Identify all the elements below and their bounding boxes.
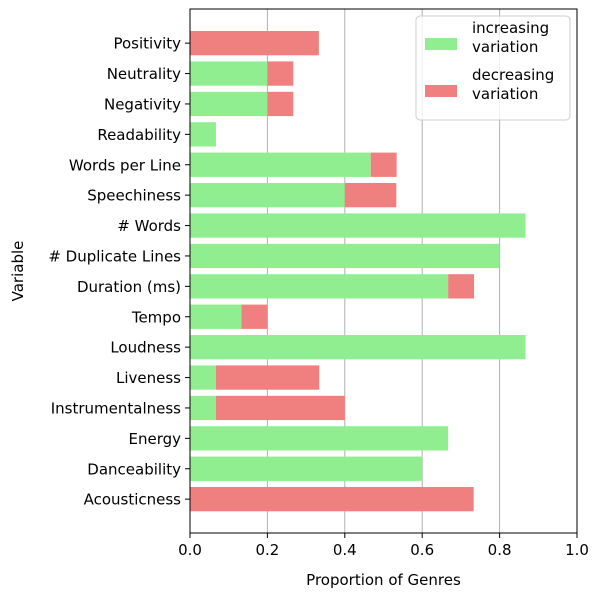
increasing-bar-readability <box>190 122 216 147</box>
legend-label: increasing variation <box>472 19 549 56</box>
legend-label: decreasing variation <box>472 66 554 103</box>
y-tick-label: Speechiness <box>87 187 181 205</box>
y-axis-title: Variable <box>9 241 27 302</box>
increasing-bar-energy <box>190 426 449 451</box>
y-tick-label: Tempo <box>131 308 181 326</box>
decreasing-bar-neutrality <box>267 61 294 86</box>
x-tick-label: 0.0 <box>178 541 202 559</box>
increasing-bar-neutrality <box>190 61 268 86</box>
y-tick-label: Acousticness <box>84 491 182 509</box>
y-tick-label: Energy <box>128 430 181 448</box>
decreasing-bar-duration-ms <box>448 274 475 299</box>
legend: increasing variation decreasing variation <box>415 15 571 121</box>
decreasing-bar-instrumentalness <box>215 395 345 421</box>
decreasing-bar-tempo <box>241 304 268 329</box>
decreasing-bar-positivity <box>190 31 319 56</box>
increasing-bar-instrumentalness <box>190 395 216 421</box>
bars <box>190 31 526 512</box>
y-tick-label: Instrumentalness <box>51 399 181 417</box>
y-tick-label: Duration (ms) <box>77 278 181 296</box>
decreasing-bar-speechiness <box>344 183 397 208</box>
increasing-bar-speechiness <box>190 183 345 208</box>
y-tick-label: Neutrality <box>107 65 181 83</box>
y-tick-label: Readability <box>97 126 181 144</box>
decreasing-bar-liveness <box>215 365 320 390</box>
increasing-bar-words-per-line <box>190 152 371 177</box>
increasing-bar-loudness <box>190 335 526 360</box>
increasing-bar-negativity <box>190 91 268 117</box>
y-tick-label: Liveness <box>116 369 181 387</box>
x-tick-label: 0.4 <box>333 541 357 559</box>
y-tick-label: Danceability <box>87 460 181 478</box>
x-tick-label: 0.6 <box>410 541 434 559</box>
increasing-bar-duplicate-lines <box>190 243 500 269</box>
x-tick-label: 0.8 <box>488 541 512 559</box>
decreasing-bar-acousticness <box>190 487 474 512</box>
increasing-bar-danceability <box>190 456 423 481</box>
x-tick-label: 0.2 <box>255 541 279 559</box>
decreasing-bar-words-per-line <box>370 152 397 177</box>
y-tick-label: Positivity <box>113 35 181 53</box>
x-axis-ticks: 0.0 0.2 0.4 0.6 0.8 1.0 <box>178 533 589 559</box>
legend-swatch <box>425 85 457 97</box>
x-tick-label: 1.0 <box>565 541 589 559</box>
increasing-bar-duration-ms <box>190 274 449 299</box>
y-tick-label: Words per Line <box>69 156 181 174</box>
x-axis-title: Proportion of Genres <box>306 571 461 589</box>
y-tick-label: # Duplicate Lines <box>48 247 181 265</box>
decreasing-bar-negativity <box>267 91 294 117</box>
increasing-bar-words <box>190 213 526 238</box>
legend-swatch <box>425 38 457 50</box>
y-axis-ticks: Acousticness Danceability Energy Instrument… <box>48 35 190 509</box>
y-tick-label: Negativity <box>104 95 181 113</box>
increasing-bar-tempo <box>190 304 242 329</box>
y-tick-label: Loudness <box>110 339 181 357</box>
increasing-bar-liveness <box>190 365 216 390</box>
plot-frame <box>189 8 578 534</box>
y-tick-label: # Words <box>117 217 181 235</box>
